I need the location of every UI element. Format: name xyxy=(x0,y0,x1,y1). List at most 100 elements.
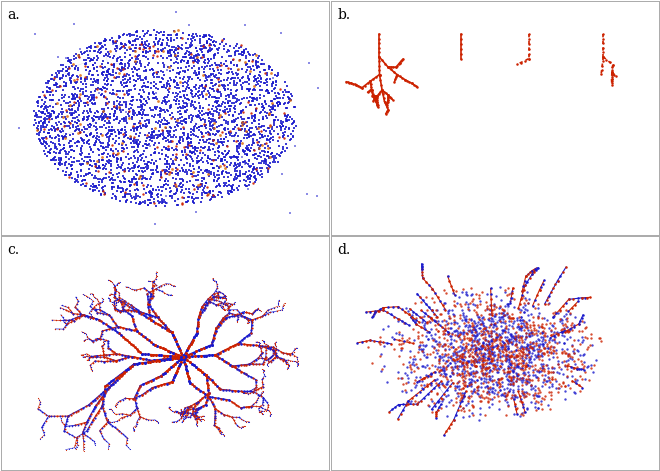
Point xyxy=(255,79,266,86)
Point xyxy=(236,107,247,115)
Point xyxy=(502,390,512,398)
Point xyxy=(107,90,117,97)
Point xyxy=(180,108,190,115)
Point xyxy=(504,290,514,298)
Point xyxy=(214,61,224,68)
Point xyxy=(578,333,588,341)
Point xyxy=(88,61,99,68)
Point xyxy=(498,318,508,325)
Point xyxy=(445,359,455,367)
Point xyxy=(51,157,61,164)
Point xyxy=(39,128,50,135)
Point xyxy=(73,116,83,124)
Point xyxy=(519,300,529,307)
Point xyxy=(166,187,176,195)
Point xyxy=(181,99,191,107)
Point xyxy=(203,139,214,147)
Point xyxy=(100,190,110,198)
Point xyxy=(492,332,502,339)
Point xyxy=(90,99,100,106)
Point xyxy=(141,123,151,131)
Point xyxy=(469,387,479,395)
Point xyxy=(241,60,251,68)
Point xyxy=(523,347,533,354)
Point xyxy=(200,82,211,89)
Point xyxy=(223,91,234,99)
Point xyxy=(132,29,143,36)
Point xyxy=(193,169,204,176)
Point xyxy=(47,134,57,142)
Point xyxy=(189,122,200,130)
Point xyxy=(166,137,176,145)
Point xyxy=(195,180,205,188)
Point xyxy=(126,97,137,105)
Point xyxy=(178,189,189,196)
Point xyxy=(147,128,158,135)
Point xyxy=(178,88,188,95)
Point xyxy=(162,129,173,137)
Point xyxy=(162,54,172,62)
Point xyxy=(547,373,558,381)
Point xyxy=(553,385,564,392)
Point xyxy=(273,138,283,145)
Point xyxy=(125,75,136,83)
Point xyxy=(552,309,563,317)
Point xyxy=(482,364,493,372)
Point xyxy=(237,74,248,82)
Point xyxy=(102,153,112,161)
Point xyxy=(182,179,193,186)
Point xyxy=(257,106,268,114)
Point xyxy=(284,94,294,102)
Point xyxy=(231,164,242,172)
Point xyxy=(161,34,172,42)
Point xyxy=(114,130,124,138)
Point xyxy=(458,359,469,366)
Point xyxy=(466,380,477,388)
Point xyxy=(532,346,543,353)
Point xyxy=(129,174,139,181)
Point xyxy=(192,176,203,183)
Point xyxy=(104,173,114,180)
Point xyxy=(499,307,510,315)
Point xyxy=(274,142,284,150)
Point xyxy=(484,305,494,312)
Point xyxy=(148,170,158,177)
Point xyxy=(234,162,245,170)
Point xyxy=(204,129,214,136)
Point xyxy=(530,399,541,406)
Point xyxy=(504,358,514,365)
Point xyxy=(490,331,501,338)
Point xyxy=(110,109,120,117)
Point xyxy=(158,131,169,138)
Point xyxy=(171,58,182,66)
Point xyxy=(79,128,89,136)
Point xyxy=(75,90,85,97)
Point xyxy=(145,106,156,114)
Point xyxy=(81,132,92,139)
Point xyxy=(472,376,482,383)
Point xyxy=(283,133,294,140)
Point xyxy=(127,41,138,49)
Point xyxy=(148,70,158,78)
Point xyxy=(511,329,521,336)
Point xyxy=(185,178,196,185)
Point xyxy=(451,355,462,363)
Point xyxy=(55,156,66,163)
Point xyxy=(535,348,545,355)
Point xyxy=(485,351,496,359)
Point xyxy=(243,74,253,81)
Point xyxy=(558,326,569,334)
Point xyxy=(180,118,190,126)
Point xyxy=(253,123,264,131)
Point xyxy=(512,375,523,383)
Point xyxy=(226,89,237,97)
Point xyxy=(461,329,471,336)
Point xyxy=(262,69,273,77)
Point xyxy=(413,334,424,341)
Point xyxy=(136,93,147,100)
Point xyxy=(479,324,490,332)
Point xyxy=(178,104,189,112)
Point xyxy=(477,344,488,351)
Point xyxy=(111,152,121,159)
Point xyxy=(453,343,464,351)
